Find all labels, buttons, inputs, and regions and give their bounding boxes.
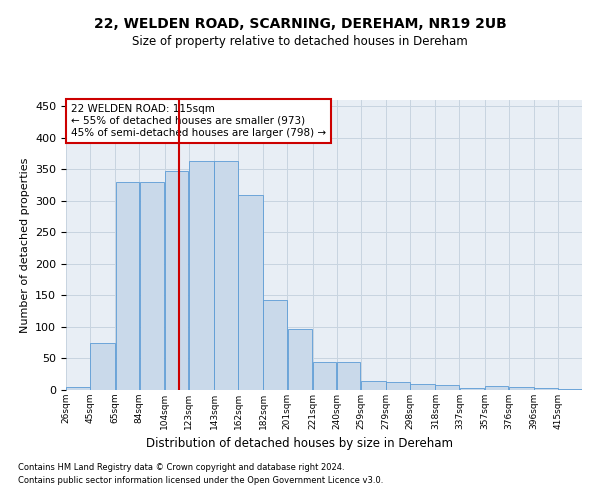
Text: Contains public sector information licensed under the Open Government Licence v3: Contains public sector information licen… [18, 476, 383, 485]
Bar [140, 182, 164, 390]
Bar [361, 380, 386, 390]
Bar [386, 382, 410, 390]
Bar [485, 386, 508, 390]
Bar [410, 384, 435, 390]
Bar [238, 194, 263, 390]
Bar [189, 161, 214, 390]
Bar [116, 182, 139, 390]
Y-axis label: Number of detached properties: Number of detached properties [20, 158, 29, 332]
Bar [337, 362, 361, 390]
Bar [287, 329, 313, 390]
Bar [90, 342, 115, 390]
Text: Size of property relative to detached houses in Dereham: Size of property relative to detached ho… [132, 35, 468, 48]
Text: 22, WELDEN ROAD, SCARNING, DEREHAM, NR19 2UB: 22, WELDEN ROAD, SCARNING, DEREHAM, NR19… [94, 18, 506, 32]
Bar [460, 388, 484, 390]
Bar [313, 362, 337, 390]
Bar [509, 387, 534, 390]
Bar [534, 388, 558, 390]
Bar [165, 171, 188, 390]
Text: 22 WELDEN ROAD: 115sqm
← 55% of detached houses are smaller (973)
45% of semi-de: 22 WELDEN ROAD: 115sqm ← 55% of detached… [71, 104, 326, 138]
Bar [436, 385, 459, 390]
Text: Distribution of detached houses by size in Dereham: Distribution of detached houses by size … [146, 438, 454, 450]
Bar [214, 161, 238, 390]
Bar [66, 387, 90, 390]
Text: Contains HM Land Registry data © Crown copyright and database right 2024.: Contains HM Land Registry data © Crown c… [18, 464, 344, 472]
Bar [263, 300, 287, 390]
